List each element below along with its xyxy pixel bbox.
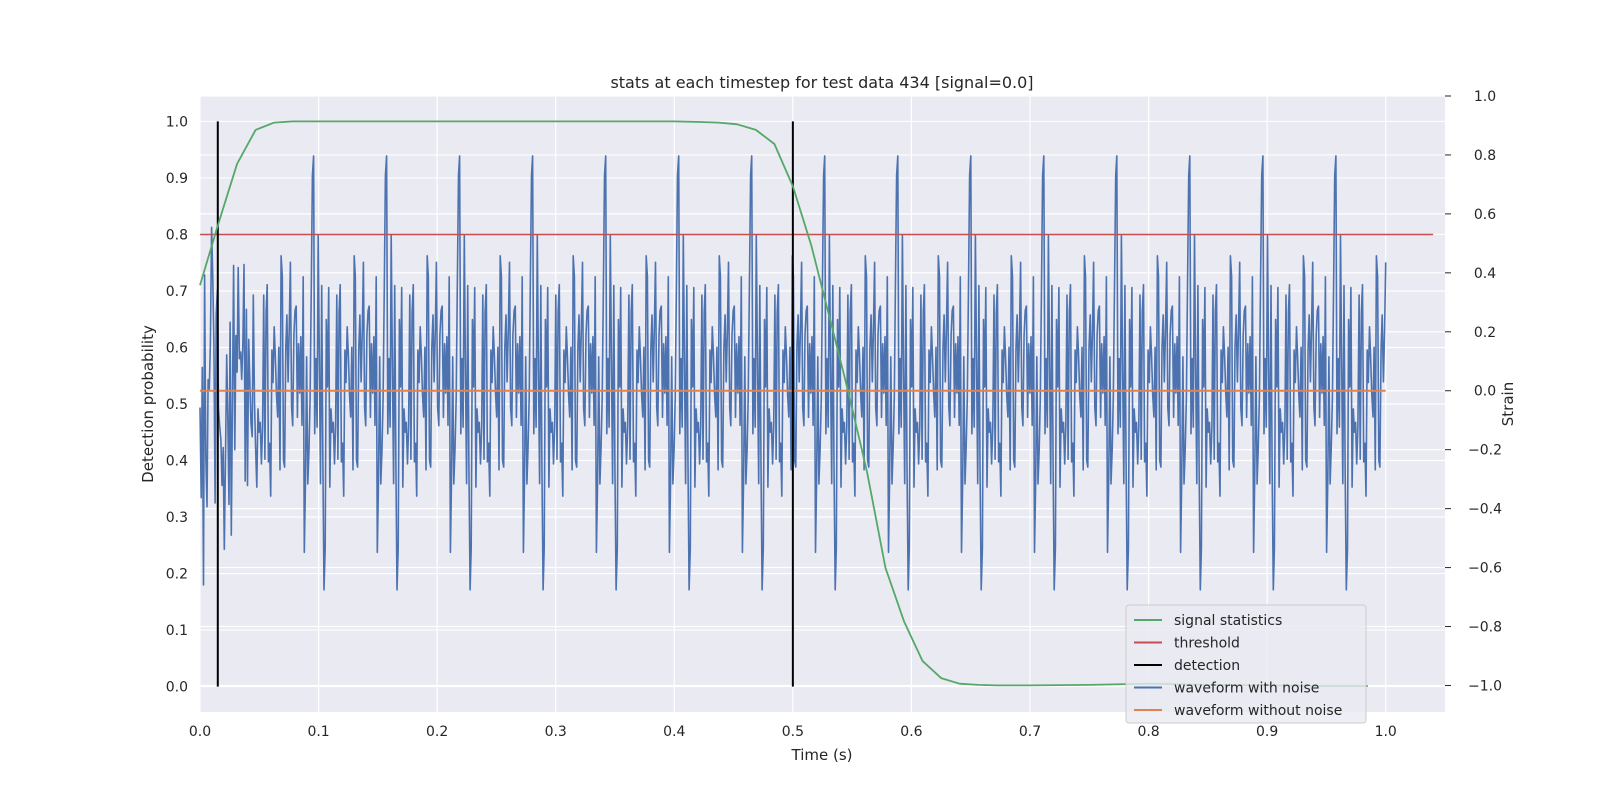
y2-tick-label: 0.2 (1474, 325, 1496, 341)
legend-frame (1125, 604, 1367, 724)
y2-tick-label: −0.2 (1468, 443, 1502, 459)
x-tick-label: 0.6 (900, 724, 922, 740)
y-tick-label: 1.0 (166, 114, 188, 130)
y2-tick-label: −0.4 (1468, 502, 1502, 518)
y-tick-label: 0.7 (166, 284, 188, 300)
y-tick-label: 0.9 (166, 171, 188, 187)
axes: 0.0 0.1 0.2 0.3 0.4 0.5 0.6 0.7 0.8 0.9 1.0 0.0 0.1 0… (166, 89, 1502, 740)
y-tick-label: 0.1 (166, 623, 188, 639)
y2-tick-label: 1.0 (1474, 89, 1496, 105)
y-tick-label: 0.4 (166, 454, 188, 470)
y-axis-label: Detection probability (139, 325, 157, 483)
y2-tick-label: 0.4 (1474, 266, 1496, 282)
legend-label: signal statistics (1174, 613, 1282, 629)
x-tick-label: 0.5 (782, 724, 804, 740)
legend-label: threshold (1174, 636, 1240, 652)
y2-tick-label: 0.8 (1474, 148, 1496, 164)
y-tick-label: 0.2 (166, 567, 188, 583)
y2-tick-label: −0.6 (1468, 561, 1502, 577)
y-tick-label: 0.6 (166, 340, 188, 356)
y2-axis-label: Strain (1499, 382, 1517, 426)
x-tick-label: 0.2 (426, 724, 448, 740)
y-tick-label: 0.3 (166, 510, 188, 526)
x-axis-label: Time (s) (791, 746, 853, 764)
x-tick-label: 1.0 (1375, 724, 1397, 740)
legend-label: waveform with noise (1174, 681, 1319, 697)
y-tick-label: 0.8 (166, 227, 188, 243)
legend-label: waveform without noise (1174, 703, 1342, 719)
data-layer (199, 120, 1434, 687)
x-tick-label: 0.0 (189, 724, 211, 740)
x-tick-label: 0.1 (307, 724, 329, 740)
x-tick-label: 0.4 (663, 724, 685, 740)
y2-tick-label: 0.0 (1474, 384, 1496, 400)
x-tick-label: 0.3 (545, 724, 567, 740)
x-tick-label: 0.7 (1019, 724, 1041, 740)
y2-tick-label: 0.6 (1474, 207, 1496, 223)
chart-title: stats at each timestep for test data 434… (610, 73, 1033, 92)
x-tick-label: 0.8 (1137, 724, 1159, 740)
legend-label: detection (1174, 658, 1240, 674)
y-tick-label: 0.5 (166, 397, 188, 413)
y-tick-label: 0.0 (166, 680, 188, 696)
series-signal-statistics (199, 120, 1368, 687)
y2-tick-label: −1.0 (1468, 678, 1502, 694)
x-tick-label: 0.9 (1256, 724, 1278, 740)
y2-tick-label: −0.8 (1468, 620, 1502, 636)
legend: signal statistics threshold detection wavef… (1125, 604, 1367, 724)
